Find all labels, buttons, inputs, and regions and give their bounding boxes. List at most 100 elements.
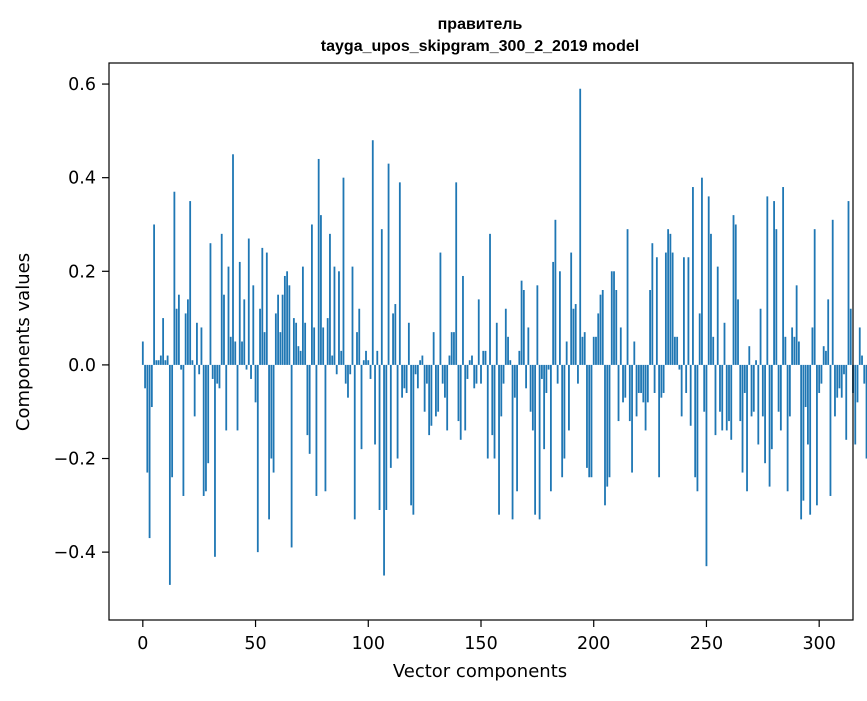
bar-117 [405,364,408,393]
bar-34 [218,364,221,389]
bar-5 [153,224,155,365]
bar-121 [414,364,417,375]
bar-293 [802,364,805,501]
bar-199 [590,364,593,478]
bar-299 [816,364,818,506]
bar-276 [764,364,766,464]
bar-229 [658,364,661,478]
bar-279 [770,364,773,450]
bar-112 [394,304,397,365]
bar-116 [403,364,406,389]
bar-89 [342,177,345,365]
bar-191 [572,308,575,365]
bar-318 [858,327,861,365]
bar-127 [428,364,431,436]
bar-193 [577,364,579,384]
bar-162 [507,336,509,365]
bar-285 [784,336,787,365]
bar-23 [193,364,196,417]
bar-20 [187,299,189,365]
chart-title-line-1: правитель [438,16,523,33]
bar-263 [734,224,737,365]
bar-185 [559,271,561,365]
bar-247 [698,313,701,365]
bar-179 [545,364,548,393]
bar-221 [640,364,642,393]
bars [141,88,867,585]
bar-243 [689,364,692,426]
bar-26 [200,327,203,365]
bar-171 [527,327,530,365]
bar-224 [646,364,649,403]
bar-298 [813,229,816,365]
bar-77 [315,364,318,496]
bar-47 [247,238,250,365]
bar-157 [495,322,498,365]
bar-19 [184,313,187,365]
bar-80 [322,327,325,365]
bar-90 [344,364,347,384]
bar-210 [615,290,618,365]
bar-11 [166,355,169,365]
bar-123 [419,360,422,365]
bar-272 [755,360,757,365]
bar-289 [793,336,796,365]
bar-287 [788,364,791,417]
bar-4 [150,364,153,408]
bar-79 [320,215,322,365]
bar-38 [227,266,230,365]
bar-132 [439,252,442,365]
bar-118 [407,322,410,365]
bar-99 [365,350,367,365]
bar-50 [254,364,257,403]
bar-128 [430,364,433,426]
bar-41 [234,341,237,365]
bar-223 [644,364,647,431]
bar-71 [301,266,304,365]
bar-269 [748,346,751,365]
bar-37 [225,364,228,431]
bar-156 [493,364,496,459]
bar-107 [383,364,385,576]
bar-159 [500,364,503,417]
bar-8 [159,355,162,365]
bar-7 [157,360,160,365]
bar-168 [520,280,523,365]
bar-268 [746,364,748,492]
bar-102 [371,140,374,365]
bar-230 [660,364,663,398]
bar-181 [549,364,552,492]
bar-65 [288,285,291,365]
bar-320 [863,364,866,384]
bar-6 [155,360,158,365]
bar-52 [259,308,261,365]
bar-198 [588,364,591,478]
bar-91 [347,364,349,398]
bar-288 [791,327,794,365]
bar-108 [385,364,388,511]
bar-189 [568,364,570,431]
y-tick-label: −0.4 [54,543,97,563]
bar-165 [513,364,516,398]
bar-153 [486,364,489,459]
bar-284 [782,187,785,365]
chart-title-line-2: tayga_upos_skipgram_300_2_2019 model [321,38,639,55]
bar-311 [843,364,845,375]
bar-206 [606,364,609,487]
y-tick-label: −0.2 [54,450,97,470]
bar-271 [752,364,755,412]
bar-120 [412,364,415,515]
bar-57 [270,364,273,459]
bar-22 [191,360,194,365]
bar-64 [286,271,289,365]
bar-245 [694,364,697,478]
bar-209 [613,271,615,365]
bar-70 [299,350,302,365]
bar-60 [277,294,279,365]
bar-306 [831,219,834,365]
bar-135 [446,364,449,431]
bar-75 [311,224,313,365]
bar-78 [317,158,320,365]
bar-9 [162,318,165,365]
x-axis-ticks: 0 50 100 150 200 250 300 [137,620,836,654]
